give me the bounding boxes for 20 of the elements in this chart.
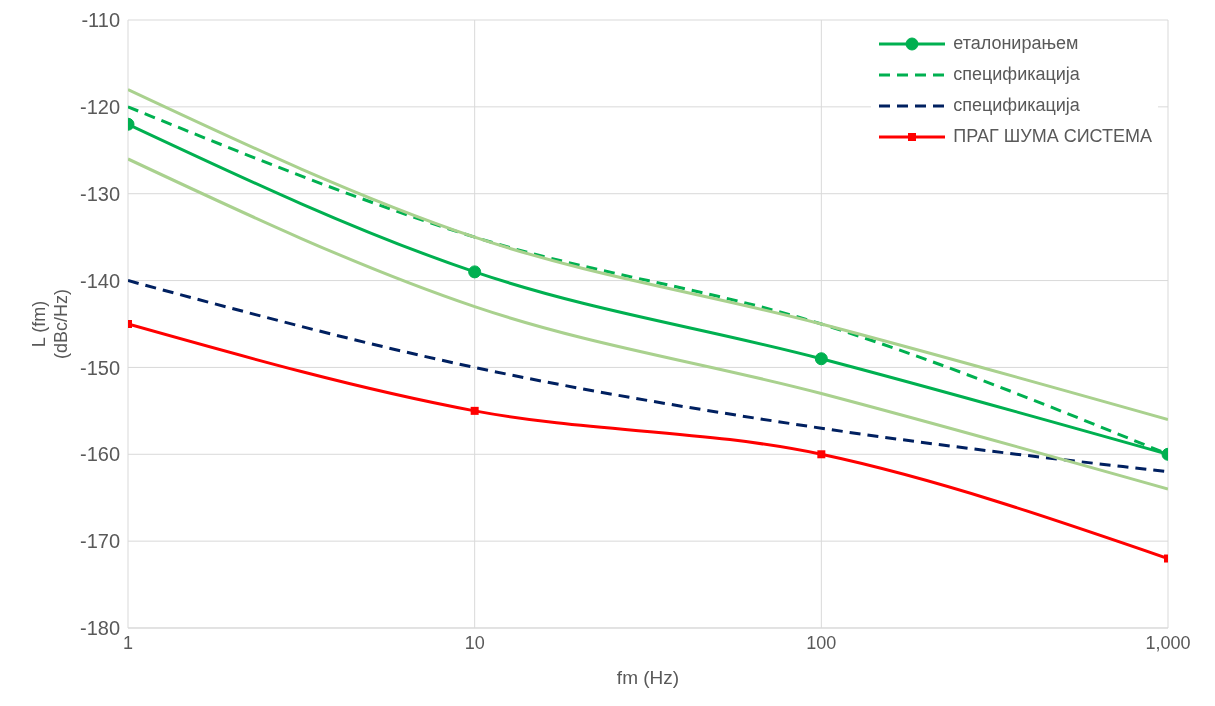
line-series xyxy=(128,87,1168,422)
x-tick-label: 1 xyxy=(122,632,134,653)
y-tick-label: -160 xyxy=(79,443,120,466)
y-tick-label: -140 xyxy=(79,269,120,292)
line-series xyxy=(128,157,1168,491)
y-axis-title: L (fm) (dBc/Hz) xyxy=(29,288,71,360)
y-tick-label: -170 xyxy=(79,530,120,553)
y-tick-label: -110 xyxy=(81,9,120,32)
legend-label: спецификација xyxy=(953,95,1080,116)
legend-label: еталонирањем xyxy=(953,33,1079,54)
x-tick-label: 1,000 xyxy=(1145,632,1191,653)
legend-label: спецификација xyxy=(953,64,1080,85)
x-tick-label: 100 xyxy=(806,632,837,653)
x-axis-title: fm (Hz) xyxy=(616,667,680,688)
y-tick-label: -180 xyxy=(79,617,120,640)
y-tick-label: -130 xyxy=(79,182,120,205)
legend-label: ПРАГ ШУМА СИСТЕМА xyxy=(953,126,1152,147)
x-tick-label: 10 xyxy=(464,632,485,653)
y-tick-label: -120 xyxy=(79,95,120,118)
y-tick-label: -150 xyxy=(79,356,120,379)
